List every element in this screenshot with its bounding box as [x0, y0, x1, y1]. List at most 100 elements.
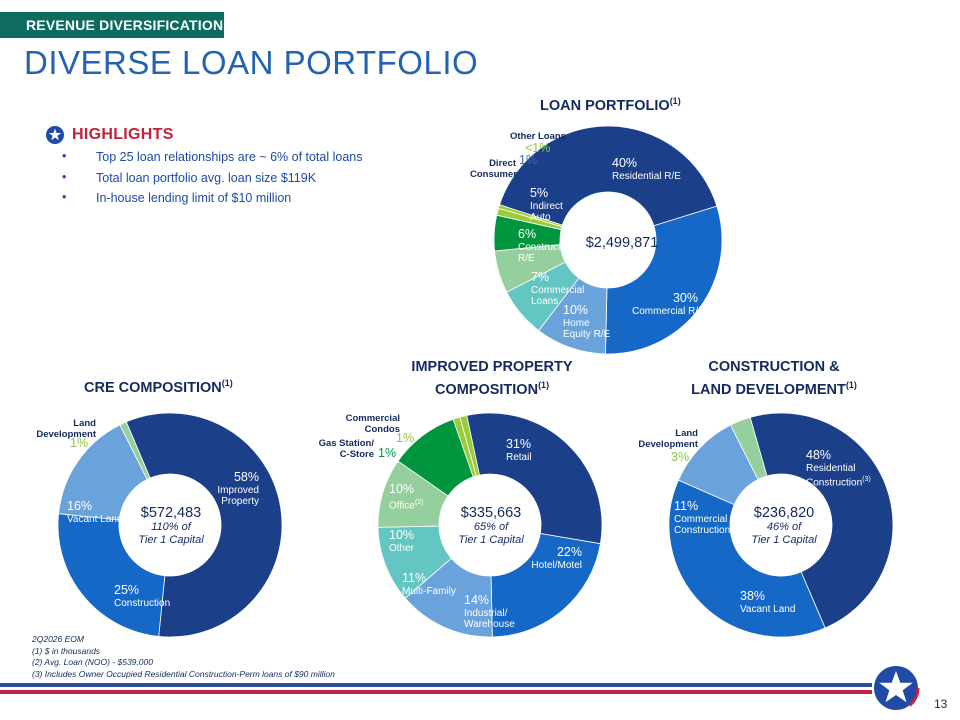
center-value: $236,820: [753, 505, 815, 521]
center-value: $572,483: [140, 505, 202, 521]
slice-label-value: 5%: [530, 186, 549, 200]
slice-label-value: 1%: [70, 436, 89, 450]
improved-property-donut: [377, 412, 603, 638]
slice-label-name: Office: [389, 500, 415, 512]
slice-footnote-ref: (2): [414, 499, 424, 506]
footnote: 2Q2026 EOM: [32, 634, 84, 644]
slice-label-value: 7%: [531, 270, 550, 284]
loan-portfolio-title-text: LOAN PORTFOLIO: [540, 97, 670, 114]
slice-label-external: Commercial Condos: [344, 413, 400, 435]
slice-label-name: Home Equity R/E: [563, 318, 611, 340]
highlights-panel: HIGHLIGHTS Top 25 loan relationships are…: [46, 126, 446, 212]
highlights-title: HIGHLIGHTS: [72, 126, 174, 143]
highlights-list: Top 25 loan relationships are ~ 6% of to…: [46, 149, 446, 205]
slice-label: 40% Residential R/E: [612, 156, 681, 182]
slice-label-name: Industrial/ Warehouse: [464, 608, 515, 630]
slice-label-external: Land Development: [34, 418, 96, 440]
slice-label: 6% Construction R/E: [518, 227, 578, 264]
slice-label-name: Other: [389, 543, 415, 554]
highlight-item: Total loan portfolio avg. loan size $119…: [46, 170, 446, 185]
cre-composition-donut: [57, 412, 283, 638]
donut-slice: [57, 513, 166, 637]
slice-label-external: Land Development: [636, 428, 698, 450]
footnotes: 2Q2026 EOM (1) $ in thousands (2) Avg. L…: [32, 634, 335, 680]
star-circle-icon: [46, 126, 64, 144]
highlight-item: Top 25 loan relationships are ~ 6% of to…: [46, 149, 446, 164]
footer-stripe: [0, 687, 872, 691]
center-value: $335,663: [460, 505, 522, 521]
slice-label: 10% Home Equity R/E: [563, 303, 613, 340]
slice-label-name: Hotel/Motel: [531, 560, 582, 571]
slice-label-external: 1%: [396, 431, 414, 446]
slice-label-external: 1%: [519, 153, 537, 168]
cre-composition-title: CRE COMPOSITION(1): [84, 374, 233, 397]
slice-label-value: 6%: [518, 227, 537, 241]
construction-land-donut: [668, 412, 894, 638]
slice-label-name: Land Development: [36, 418, 96, 440]
slice-label: 22% Hotel/Motel: [528, 545, 582, 571]
improved-property-title: IMPROVED PROPERTY COMPOSITION(1): [392, 358, 592, 399]
construction-land-title: CONSTRUCTION & LAND DEVELOPMENT(1): [674, 358, 874, 399]
center-sub2: Tier 1 Capital: [138, 534, 204, 546]
cre-center: $572,483 110% of Tier 1 Capital: [128, 505, 214, 547]
center-sub2: Tier 1 Capital: [458, 534, 524, 546]
star-logo-icon: [872, 664, 920, 712]
slice-label-value: 1%: [396, 431, 415, 445]
donut-slice: [668, 479, 826, 638]
donut-slice: [498, 204, 563, 228]
slice-label-value: 1%: [519, 153, 538, 167]
slice-label-name: Commercial Construction: [674, 514, 731, 536]
center-sub2: Tier 1 Capital: [751, 534, 817, 546]
slice-label: 58% Improved Property: [217, 470, 259, 507]
slice-label: 30% Commercial R/E: [632, 291, 705, 317]
donut-slice: [459, 414, 480, 477]
slice-label-name: Other Loans: [510, 131, 566, 142]
improved-property-title-line2: COMPOSITION: [434, 381, 539, 398]
donut-slice: [125, 412, 283, 638]
slice-label-name: Land Development: [638, 428, 698, 450]
slice-label: 5% Indirect Auto: [530, 186, 572, 223]
slice-label-value: 1%: [378, 446, 397, 460]
slice-label: 31% Retail: [506, 437, 532, 463]
slice-label-name: Commercial R/E: [632, 306, 705, 317]
donut-slice: [749, 412, 894, 629]
slice-label-name: Commercial Loans: [531, 285, 585, 307]
slice-label-value: 38%: [740, 589, 766, 603]
page-number: 13: [934, 697, 948, 711]
slice-label-value: 11%: [402, 571, 427, 585]
center-sub: 46% of: [766, 521, 802, 533]
slice-label-value: 22%: [556, 545, 582, 559]
slice-label-external: Gas Station/ C-Store: [316, 438, 374, 460]
slice-label: 10% Office(2): [389, 482, 424, 511]
donut-slice: [605, 205, 723, 355]
footnote: (2) Avg. Loan (NOO) - $539,000: [32, 657, 153, 667]
footer-stripe: [0, 690, 872, 694]
slice-label-name: Residential R/E: [612, 171, 681, 182]
improved-property-title-line1: IMPROVED PROPERTY: [411, 359, 573, 375]
slice-label-value: 16%: [67, 499, 93, 513]
construction-land-title-line2: LAND DEVELOPMENT: [691, 381, 846, 398]
center-sub: 110% of: [151, 521, 191, 533]
center-sub: 65% of: [473, 521, 509, 533]
slice-label: 48% Residential Construction(3): [806, 448, 876, 488]
slice-label-value: 58%: [233, 470, 259, 484]
slice-label-name: Residential Construction: [806, 463, 863, 489]
slice-label-value: 10%: [563, 303, 589, 317]
slice-label-name: Direct Consumer: [470, 158, 517, 180]
slice-label-name: Construction: [114, 598, 171, 609]
slice-label-external: Direct Consumer: [470, 158, 517, 180]
slice-label: 10% Other: [389, 528, 414, 554]
slice-label: 38% Vacant Land: [740, 589, 795, 615]
footnote: (3) Includes Owner Occupied Residential …: [32, 668, 335, 679]
footer-stripe: [0, 683, 872, 687]
slice-label: 25% Construction: [114, 583, 170, 609]
page-title: DIVERSE LOAN PORTFOLIO: [24, 44, 479, 81]
title-footnote-ref: (1): [538, 380, 550, 390]
slice-label-external: Other Loans: [510, 131, 566, 142]
section-tag: REVENUE DIVERSIFICATION: [0, 12, 224, 38]
slice-label-value: 48%: [806, 448, 832, 462]
improved-property-center: $335,663 65% of Tier 1 Capital: [448, 505, 534, 547]
loan-portfolio-center: $2,499,871: [582, 235, 662, 251]
slice-footnote-ref: (3): [862, 476, 871, 483]
slice-label-name: Improved Property: [217, 485, 259, 507]
